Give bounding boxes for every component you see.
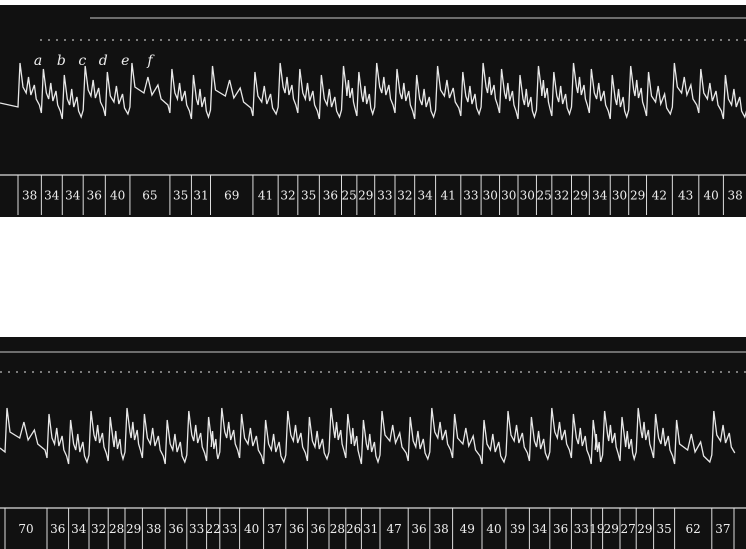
interval-label: 32 bbox=[397, 189, 412, 203]
interval-label: 28 bbox=[330, 522, 345, 536]
interval-label: 26 bbox=[346, 522, 361, 536]
beat-label: e bbox=[121, 53, 129, 69]
beat-label: d bbox=[99, 53, 108, 69]
interval-label: 38 bbox=[22, 189, 37, 203]
interval-label: 29 bbox=[630, 189, 645, 203]
interval-label: 70 bbox=[18, 522, 33, 536]
interval-label: 31 bbox=[363, 522, 378, 536]
interval-label: 35 bbox=[301, 189, 316, 203]
interval-label: 37 bbox=[267, 522, 282, 536]
interval-label: 33 bbox=[222, 522, 237, 536]
interval-label: 36 bbox=[311, 522, 326, 536]
interval-label: 43 bbox=[678, 189, 693, 203]
interval-label: 41 bbox=[441, 189, 456, 203]
interval-label: 36 bbox=[87, 189, 102, 203]
interval-label: 34 bbox=[417, 189, 433, 203]
interval-label: 40 bbox=[703, 189, 718, 203]
interval-label: 33 bbox=[574, 522, 589, 536]
interval-label: 37 bbox=[715, 522, 730, 536]
interval-label: 34 bbox=[592, 189, 608, 203]
interval-label: 32 bbox=[554, 189, 569, 203]
interval-label: 33 bbox=[377, 189, 392, 203]
interval-label: 36 bbox=[168, 522, 183, 536]
interval-label: 69 bbox=[224, 189, 239, 203]
interval-label: 31 bbox=[193, 189, 208, 203]
interval-label: 29 bbox=[573, 189, 588, 203]
interval-label: 32 bbox=[91, 522, 106, 536]
interval-label: 65 bbox=[142, 189, 157, 203]
interval-label: 29 bbox=[604, 522, 619, 536]
interval-label: 36 bbox=[411, 522, 426, 536]
interval-label: 36 bbox=[323, 189, 338, 203]
interval-label: 36 bbox=[289, 522, 304, 536]
interval-label: 27 bbox=[620, 522, 635, 536]
interval-label: 40 bbox=[244, 522, 259, 536]
beat-label: b bbox=[57, 53, 66, 69]
interval-label: 30 bbox=[501, 189, 516, 203]
interval-label: 34 bbox=[44, 189, 60, 203]
interval-label: 36 bbox=[50, 522, 65, 536]
interval-label: 28 bbox=[109, 522, 124, 536]
interval-label: 30 bbox=[520, 189, 535, 203]
interval-label: 35 bbox=[656, 522, 671, 536]
interval-label: 29 bbox=[637, 522, 652, 536]
interval-label: 38 bbox=[434, 522, 449, 536]
interval-label: 30 bbox=[483, 189, 498, 203]
interval-label: 42 bbox=[652, 189, 667, 203]
interval-label: 47 bbox=[386, 522, 401, 536]
beat-label: a bbox=[34, 53, 42, 69]
interval-label: 29 bbox=[126, 522, 141, 536]
interval-label: 40 bbox=[486, 522, 501, 536]
interval-label: 38 bbox=[727, 189, 742, 203]
interval-label: 34 bbox=[71, 522, 87, 536]
interval-label: 38 bbox=[146, 522, 161, 536]
interval-label: 36 bbox=[553, 522, 568, 536]
interval-label: 62 bbox=[686, 522, 701, 536]
interval-label: 34 bbox=[65, 189, 81, 203]
interval-label: 33 bbox=[463, 189, 478, 203]
interval-label: 49 bbox=[460, 522, 475, 536]
interval-label: 41 bbox=[258, 189, 273, 203]
interval-label: 25 bbox=[536, 189, 551, 203]
interval-label: 22 bbox=[206, 522, 221, 536]
interval-label: 25 bbox=[342, 189, 357, 203]
interval-label: 40 bbox=[110, 189, 125, 203]
page: 3834343640653531694132353625293332344133… bbox=[0, 0, 746, 549]
strip-background bbox=[0, 337, 746, 549]
interval-label: 33 bbox=[189, 522, 204, 536]
interval-label: 35 bbox=[173, 189, 188, 203]
beat-label: c bbox=[78, 53, 86, 69]
interval-label: 30 bbox=[612, 189, 627, 203]
figure: 3834343640653531694132353625293332344133… bbox=[0, 0, 746, 549]
interval-label: 32 bbox=[280, 189, 295, 203]
interval-label: 29 bbox=[358, 189, 373, 203]
interval-label: 34 bbox=[532, 522, 548, 536]
interval-label: 39 bbox=[510, 522, 525, 536]
